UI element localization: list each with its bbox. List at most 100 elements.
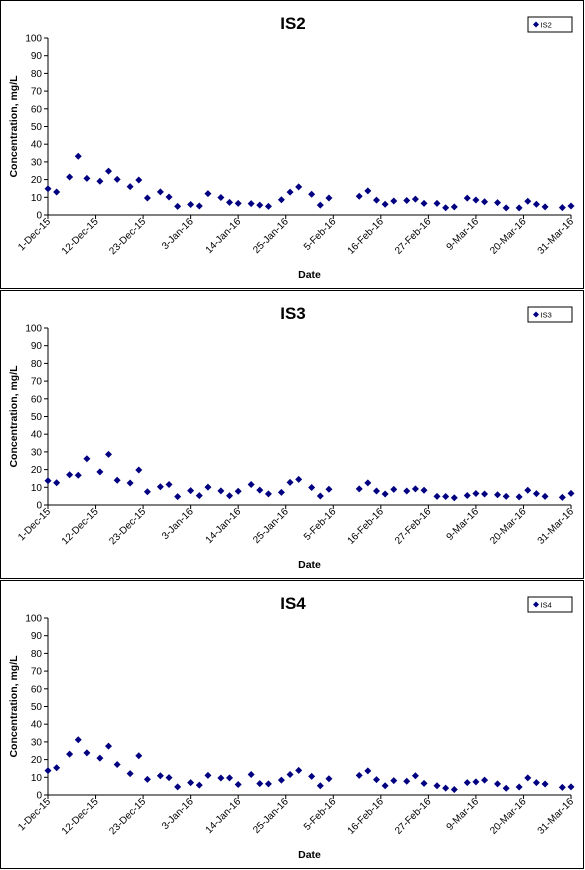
legend-label: IS3 [541,311,552,320]
data-point [420,486,428,494]
y-tick-label: 30 [31,447,43,458]
data-point [381,782,389,790]
legend-box [527,306,573,323]
y-tick-label: 50 [31,122,43,133]
data-point [481,198,489,206]
x-tick-label: 25-Jan-16 [251,216,291,256]
data-point [381,200,389,208]
legend: IS4 [527,596,573,613]
y-tick-label: 90 [31,51,43,62]
data-point [113,476,121,484]
data-point [532,200,540,208]
data-point [264,780,272,788]
chart-title: IS3 [280,304,306,323]
x-tick-label: 14-Jan-16 [204,796,244,836]
data-point [53,479,61,487]
data-point [286,478,294,486]
data-point [355,771,363,779]
data-point [143,775,151,783]
data-point [325,194,333,202]
x-axis-label: Date [298,269,321,281]
data-point [316,782,324,790]
series-points [44,450,575,502]
data-point [126,183,134,191]
data-point [481,490,489,498]
data-point [96,754,104,762]
data-point [325,485,333,493]
y-tick-label: 60 [31,394,43,405]
data-point [286,770,294,778]
y-tick-label: 60 [31,684,43,695]
data-point [502,784,510,792]
x-tick-label: 31-Mar-16 [536,796,577,837]
legend-marker [533,21,539,28]
data-point [420,779,428,787]
data-point [355,192,363,200]
data-point [204,483,212,491]
x-tick-label: 5-Feb-16 [302,216,339,253]
y-tick-label: 70 [31,667,43,678]
data-point [567,783,575,791]
data-point [472,489,480,497]
data-point [381,490,389,498]
data-point [515,204,523,212]
data-point [53,188,61,196]
y-axis-label: Concentration, mg/L [8,365,20,468]
data-point [463,779,471,787]
x-tick-label: 1-Dec-15 [16,506,53,543]
data-point [450,494,458,502]
y-tick-label: 90 [31,341,43,352]
data-point [541,780,549,788]
y-tick-label: 90 [31,631,43,642]
x-tick-label: 27-Feb-16 [393,216,434,257]
data-point [450,786,458,794]
data-point [295,183,303,191]
data-point [156,772,164,780]
data-point [411,485,419,493]
data-point [83,749,91,757]
x-tick-label: 16-Feb-16 [346,216,387,257]
data-point [433,199,441,207]
chart-title: IS4 [280,594,306,613]
x-tick-label: 27-Feb-16 [393,796,434,837]
data-point [295,475,303,483]
data-point [44,185,52,193]
x-tick-label: 5-Feb-16 [302,506,339,543]
data-point [403,487,411,495]
chart-svg-is3: IS3 0 10 20 30 40 50 60 70 80 90 100 1-Dec-15 12-Dec-… [8,304,576,571]
x-tick-label: 16-Feb-16 [346,506,387,547]
data-point [44,767,52,775]
data-point [105,742,113,750]
x-tick-label: 1-Dec-15 [16,216,53,253]
data-point [126,479,134,487]
y-axis-label: Concentration, mg/L [8,655,20,758]
y-tick-label: 10 [31,773,43,784]
data-point [195,492,203,500]
data-point [105,450,113,458]
x-tick-label: 3-Jan-16 [160,796,196,832]
x-axis-label: Date [298,559,321,571]
data-point [364,187,372,195]
y-tick-label: 10 [31,483,43,494]
data-point [325,775,333,783]
data-point [372,776,380,784]
x-tick-label: 20-Mar-16 [488,216,529,257]
data-point [524,197,532,205]
data-point [433,782,441,790]
data-point [143,194,151,202]
x-tick-label: 23-Dec-15 [107,796,148,837]
data-point [247,770,255,778]
y-tick-label: 50 [31,702,43,713]
data-point [204,771,212,779]
data-point [567,202,575,210]
data-point [264,202,272,210]
x-tick-label: 14-Jan-16 [204,506,244,546]
data-point [372,196,380,204]
chart-panel-is4: IS4 0 10 20 30 40 50 60 70 80 90 100 1-Dec-15 12-Dec-… [0,580,584,869]
data-point [165,480,173,488]
data-point [390,777,398,785]
data-point [532,490,540,498]
data-point [494,780,502,788]
data-point [403,196,411,204]
y-tick-label: 20 [31,465,43,476]
